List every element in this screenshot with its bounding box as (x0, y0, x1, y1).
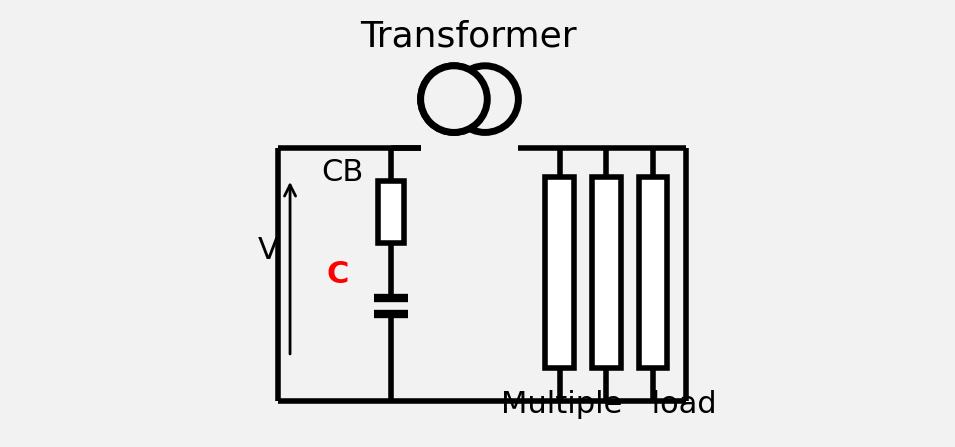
Text: CB: CB (321, 158, 363, 187)
Bar (639, 177, 668, 368)
Text: Multiple   load: Multiple load (500, 390, 716, 419)
Bar (377, 181, 404, 244)
Circle shape (452, 66, 519, 132)
Circle shape (420, 66, 487, 132)
Circle shape (420, 66, 487, 132)
Text: C: C (327, 260, 349, 289)
Text: Transformer: Transformer (360, 19, 577, 53)
Bar (592, 177, 621, 368)
Bar (545, 177, 574, 368)
Text: V: V (258, 236, 278, 265)
